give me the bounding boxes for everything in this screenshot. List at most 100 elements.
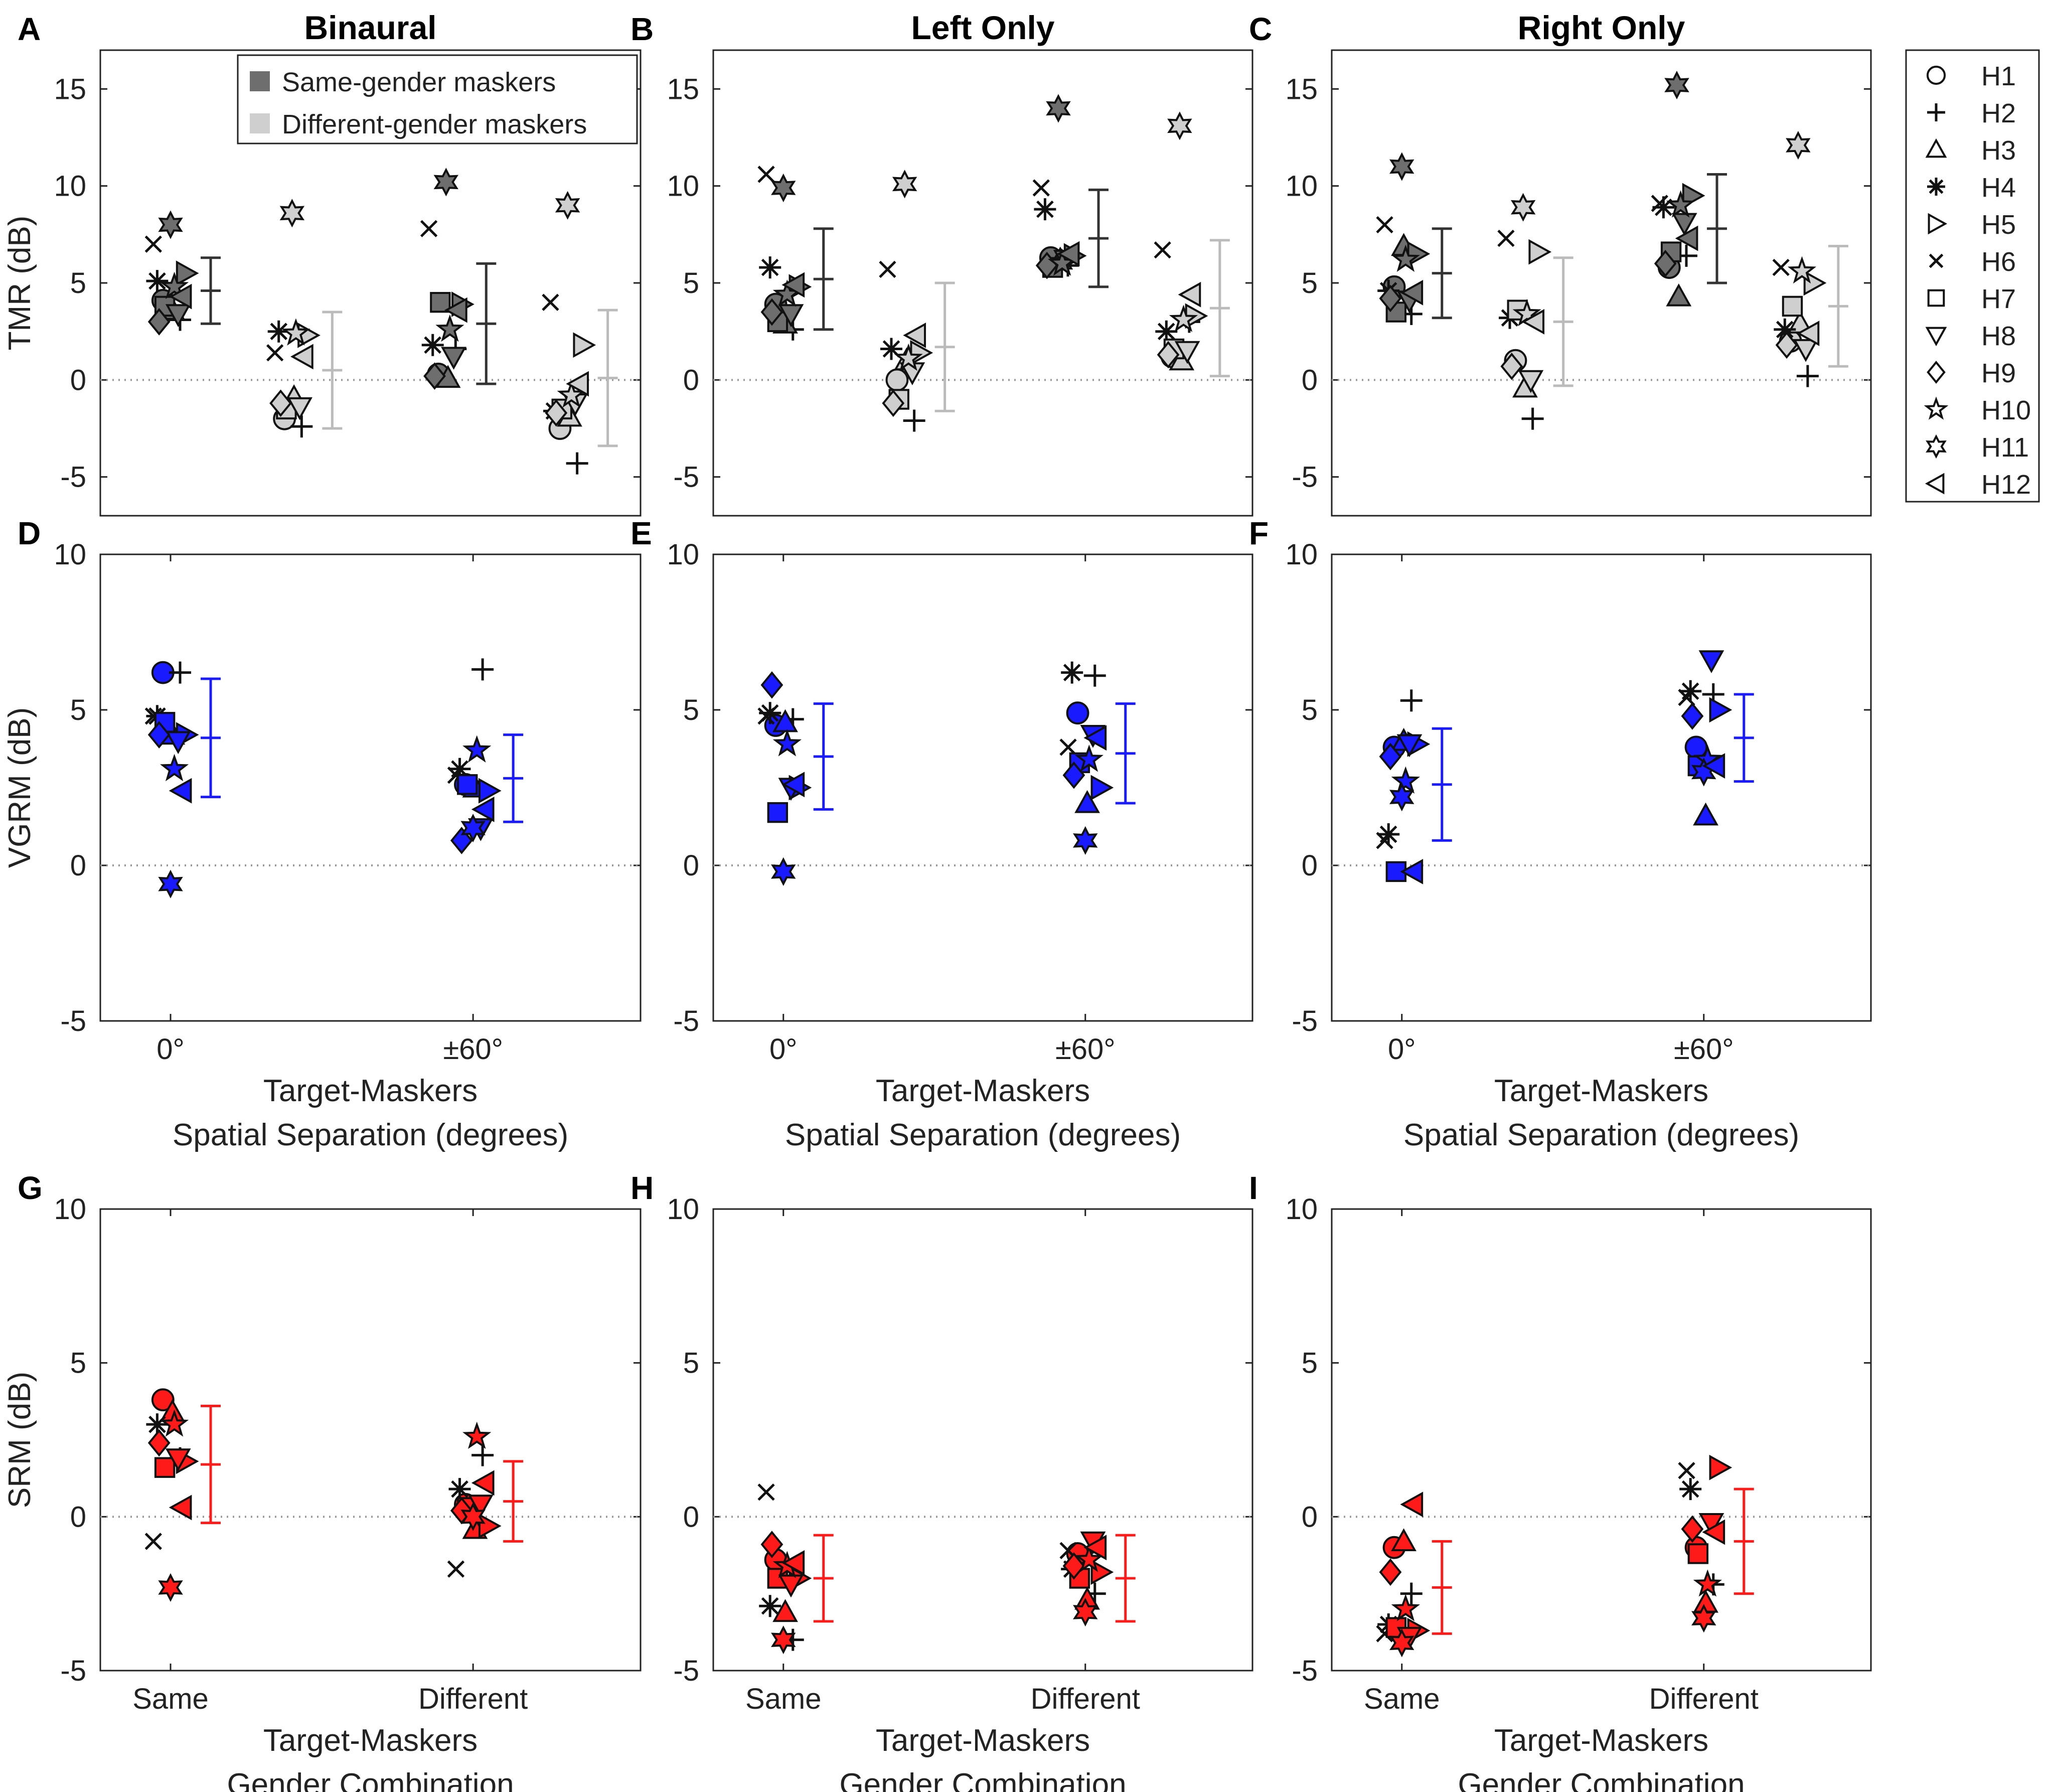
- triangle-up-point: [1391, 1528, 1416, 1551]
- condition-1: [1376, 152, 1452, 325]
- hexagram-point: [771, 173, 796, 203]
- legend-swatch-different: [250, 113, 270, 133]
- y-tick-label: 5: [683, 694, 699, 726]
- hexagram-point: [158, 869, 183, 899]
- panel-letter: A: [18, 11, 41, 47]
- hexagram-point: [1073, 826, 1098, 855]
- panel-frame: [99, 553, 642, 1022]
- hexagram-point: [1389, 1628, 1414, 1658]
- triangle-left-point: [566, 371, 589, 397]
- triangle-down-icon: [1925, 327, 1947, 347]
- y-tick-label: -5: [60, 461, 86, 494]
- panel-letter: H: [631, 1170, 654, 1206]
- x-tick-label: ±60°: [443, 1033, 503, 1066]
- triangle-left-point: [1083, 725, 1107, 751]
- triangle-down-point: [165, 304, 191, 327]
- triangle-left-icon: [1925, 473, 1945, 495]
- circle-point: [151, 1388, 175, 1412]
- x-icon: [1929, 253, 1944, 268]
- y-tick-label: 10: [1285, 170, 1318, 203]
- panel-frame: [712, 1208, 1253, 1672]
- x-tick-label: 0°: [1388, 1033, 1415, 1066]
- y-tick-label: 0: [70, 364, 86, 396]
- asterisk-point: [448, 1478, 471, 1501]
- diamond-point: [545, 399, 568, 427]
- x-tick-label: Same: [132, 1683, 209, 1715]
- triangle-down-point: [165, 1448, 191, 1471]
- error-bar: [322, 311, 343, 430]
- y-tick-label: -5: [673, 1655, 699, 1687]
- subject-legend-label: H8: [1981, 321, 2016, 351]
- triangle-left-point: [781, 1550, 805, 1576]
- triangle-right-point: [478, 1513, 502, 1539]
- panel-letter: F: [1249, 515, 1269, 551]
- panel-I: I -5 0 5 10 Same Different Target-Maskers Gender…: [1249, 1170, 1872, 1792]
- y-tick-label: -5: [60, 1655, 86, 1687]
- plus-point: [471, 658, 494, 681]
- diamond-point: [269, 389, 292, 417]
- triangle-right-point: [573, 332, 596, 358]
- diamond-point: [1500, 352, 1523, 380]
- asterisk-point: [146, 270, 169, 292]
- panel-letter: G: [18, 1170, 43, 1206]
- plus-point: [1083, 664, 1106, 687]
- triangle-down-point: [1698, 650, 1724, 673]
- asterisk-point: [1034, 198, 1056, 221]
- plus-point: [290, 415, 313, 438]
- pentagram-point: [160, 1409, 189, 1437]
- triangle-left-point: [290, 344, 313, 370]
- diamond-point: [147, 308, 171, 336]
- x-tick-label: ±60°: [1674, 1033, 1734, 1066]
- y-tick-label: -5: [1292, 461, 1318, 494]
- error-bar: [201, 256, 221, 325]
- y-tick-label: -5: [673, 1005, 699, 1037]
- x-tick-label: Same: [745, 1683, 822, 1715]
- subject-legend-label: H5: [1981, 210, 2016, 240]
- subject-legend: H1 H2 H3 H4 H5 H6 H7 H8 H9 H10 H11 H12: [1905, 49, 2040, 503]
- triangle-up-point: [772, 1599, 798, 1622]
- subject-legend-label: H11: [1981, 432, 2029, 463]
- hexagram-point: [555, 191, 580, 220]
- panel-frame: [99, 1208, 642, 1672]
- triangle-right-icon: [1928, 213, 1948, 235]
- diamond-point: [147, 1429, 171, 1457]
- triangle-left-point: [1796, 321, 1820, 346]
- condition-2: [1059, 661, 1136, 855]
- diamond-point: [1379, 742, 1402, 771]
- condition-1: [144, 1388, 221, 1602]
- triangle-left-point: [1400, 859, 1424, 884]
- x-point: [144, 235, 162, 253]
- x-point: [757, 1483, 775, 1501]
- hexagram-point: [771, 857, 796, 886]
- triangle-right-point: [1803, 270, 1827, 296]
- y-tick-label: 0: [1302, 1501, 1318, 1533]
- panel-C: C Right Only -5 0 5 10 15: [1249, 9, 1872, 517]
- panel-frame: [1331, 49, 1872, 517]
- asterisk-point: [1061, 661, 1083, 684]
- hexagram-point: [892, 170, 917, 199]
- y-tick-label: 10: [54, 170, 86, 203]
- asterisk-icon: [1927, 178, 1945, 196]
- x-point: [1059, 738, 1077, 756]
- condition-2: [447, 658, 524, 854]
- triangle-down-point: [165, 731, 191, 755]
- y-tick-label: 15: [54, 73, 86, 105]
- error-bar: [1707, 173, 1727, 284]
- hexagram-point: [1786, 130, 1811, 160]
- plus-point: [1521, 407, 1544, 430]
- pentagram-point: [1169, 305, 1198, 332]
- x-tick-label: ±60°: [1055, 1033, 1116, 1066]
- condition-2: [1678, 650, 1754, 826]
- triangle-left-point: [781, 772, 805, 798]
- x-axis-label: Target-Maskers: [876, 1723, 1090, 1758]
- triangle-left-point: [903, 323, 926, 348]
- error-bar: [1432, 1540, 1452, 1635]
- y-tick-label: 0: [683, 1501, 699, 1533]
- triangle-down-point: [1174, 341, 1200, 364]
- hexagram-point: [1664, 71, 1689, 100]
- x-tick-label: 0°: [769, 1033, 797, 1066]
- panel-letter: D: [18, 515, 41, 551]
- subject-legend-label: H7: [1981, 284, 2016, 314]
- asterisk-point: [759, 1595, 781, 1617]
